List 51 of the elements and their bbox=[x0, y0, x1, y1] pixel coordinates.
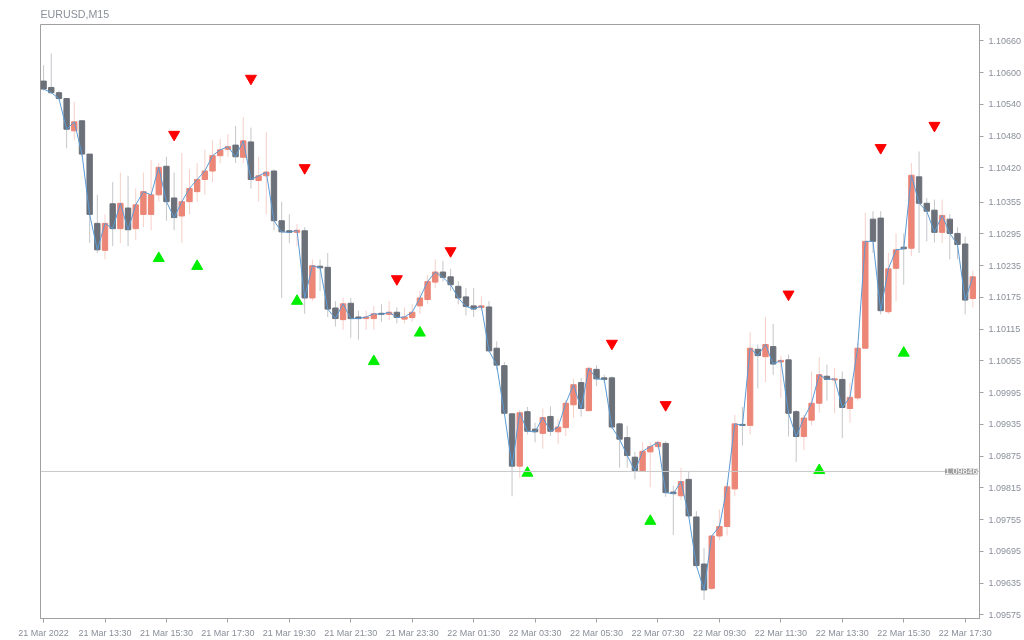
y-tick-label: 1.10600 bbox=[988, 67, 1022, 78]
point bbox=[444, 247, 457, 258]
x-tick-label: 21 Mar 13:30 bbox=[78, 627, 132, 638]
x-tick-label: 22 Mar 15:30 bbox=[877, 627, 931, 638]
x-tick-label: 21 Mar 19:30 bbox=[262, 627, 316, 638]
x-tick-label: 22 Mar 09:30 bbox=[692, 627, 746, 638]
x-tick-label: 22 Mar 01:30 bbox=[447, 627, 501, 638]
y-tick-label: 1.09575 bbox=[988, 609, 1022, 620]
x-tick-label: 22 Mar 03:30 bbox=[508, 627, 562, 638]
y-tick-label: 1.10115 bbox=[988, 324, 1021, 335]
x-tick-label: 21 Mar 15:30 bbox=[139, 627, 193, 638]
chart-title: EURUSD,M15 bbox=[40, 7, 110, 20]
point bbox=[874, 144, 887, 155]
point bbox=[291, 294, 304, 305]
ref-line-label: 1.09846 bbox=[944, 466, 978, 477]
y-tick-label: 1.10480 bbox=[988, 131, 1022, 142]
y-tick-label: 1.10055 bbox=[988, 355, 1022, 366]
point bbox=[168, 130, 181, 142]
y-tick-label: 1.09875 bbox=[988, 451, 1022, 462]
y-tick-label: 1.09815 bbox=[988, 482, 1022, 493]
y-tick-label: 1.09935 bbox=[988, 419, 1022, 430]
point bbox=[367, 354, 380, 366]
x-tick-label: 21 Mar 21:30 bbox=[324, 627, 378, 638]
y-tick-label: 1.10235 bbox=[988, 260, 1022, 271]
y-tick-label: 1.09995 bbox=[988, 387, 1022, 398]
y-tick-label: 1.09695 bbox=[988, 546, 1022, 557]
y-tick-label: 1.09635 bbox=[988, 578, 1022, 589]
x-tick-label: 21 Mar 23:30 bbox=[385, 627, 439, 638]
y-tick-label: 1.10355 bbox=[988, 197, 1022, 208]
point bbox=[298, 164, 311, 175]
x-tick-label: 21 Mar 17:30 bbox=[201, 627, 255, 638]
point bbox=[244, 74, 257, 86]
y-tick-label: 1.10295 bbox=[988, 228, 1022, 239]
x-tick-label: 22 Mar 07:30 bbox=[631, 627, 685, 638]
x-tick-label: 22 Mar 17:30 bbox=[938, 627, 992, 638]
point bbox=[897, 346, 910, 357]
y-tick-label: 1.09755 bbox=[988, 514, 1022, 525]
point bbox=[782, 290, 795, 302]
x-tick-label: 22 Mar 13:30 bbox=[815, 627, 869, 638]
x-tick-label: 21 Mar 2022 bbox=[18, 627, 69, 638]
point bbox=[928, 121, 941, 133]
point bbox=[605, 339, 618, 351]
y-tick-label: 1.10660 bbox=[988, 35, 1022, 46]
y-tick-label: 1.10420 bbox=[988, 162, 1022, 173]
point bbox=[413, 326, 426, 337]
y-tick-label: 1.10175 bbox=[988, 292, 1022, 303]
x-tick-label: 22 Mar 11:30 bbox=[754, 627, 808, 638]
y-tick-label: 1.10540 bbox=[988, 99, 1022, 110]
x-tick-label: 22 Mar 05:30 bbox=[570, 627, 624, 638]
point bbox=[390, 275, 403, 286]
point bbox=[644, 514, 657, 525]
